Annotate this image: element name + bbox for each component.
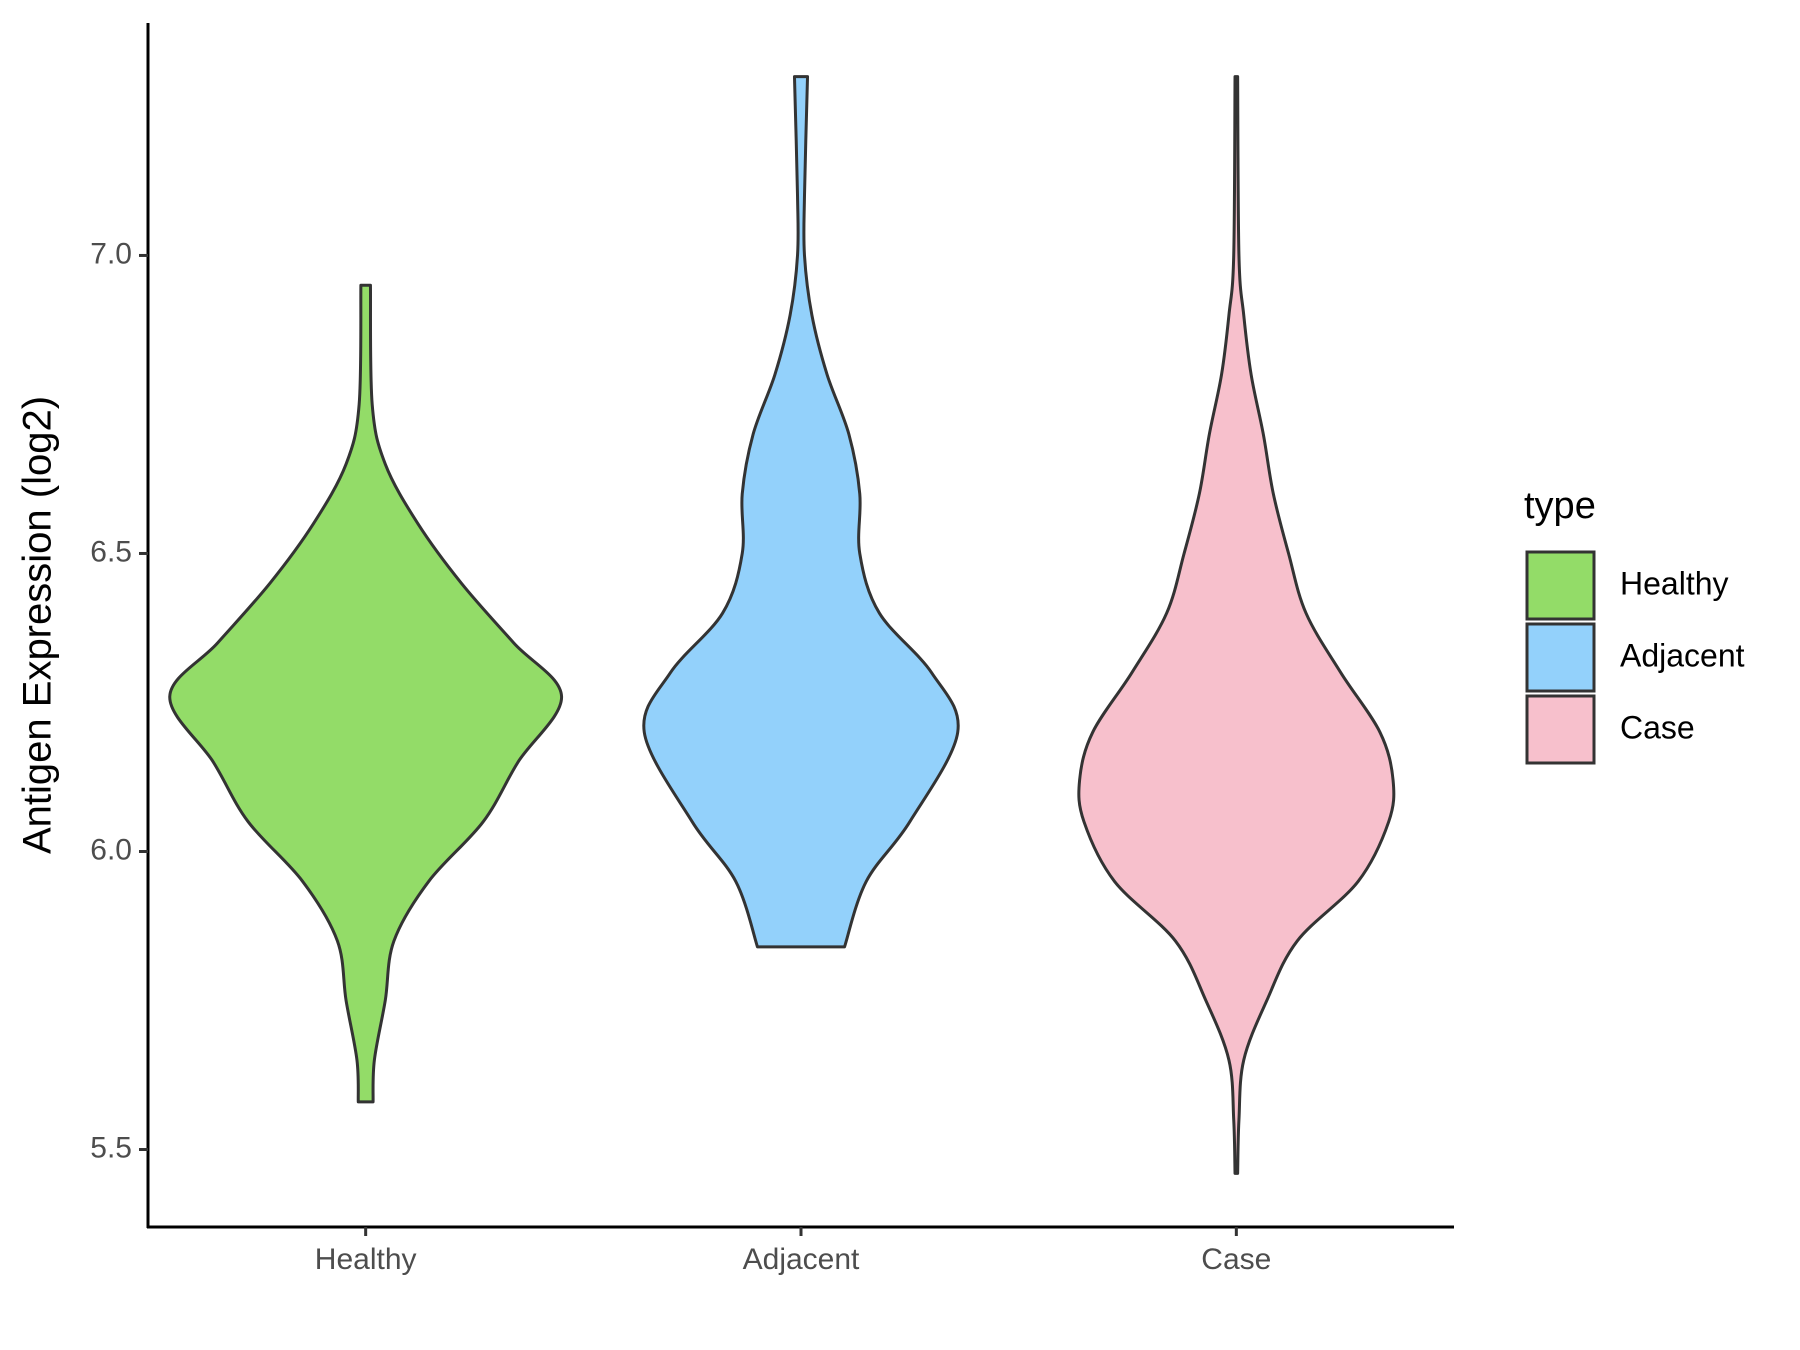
x-tick-label: Case [1201, 1243, 1271, 1276]
y-tick-label: 6.0 [90, 833, 132, 866]
x-tick-label: Healthy [315, 1243, 417, 1276]
x-tick-label: Adjacent [743, 1243, 860, 1276]
violin [168, 283, 564, 1104]
legend-label: Adjacent [1620, 637, 1745, 673]
legend-key [1525, 694, 1596, 765]
legend-label: Healthy [1620, 565, 1729, 601]
legend-label: Case [1620, 709, 1695, 745]
y-tick-label: 6.5 [90, 535, 132, 568]
legend-key [1525, 622, 1596, 693]
y-tick-label: 5.5 [90, 1131, 132, 1164]
violin [1077, 75, 1396, 1175]
legend-key [1525, 550, 1596, 621]
legend-title: type [1524, 485, 1596, 527]
violin [642, 75, 960, 949]
y-tick-label: 7.0 [90, 237, 132, 270]
y-axis-title: Antigen Expression (log2) [16, 396, 60, 854]
